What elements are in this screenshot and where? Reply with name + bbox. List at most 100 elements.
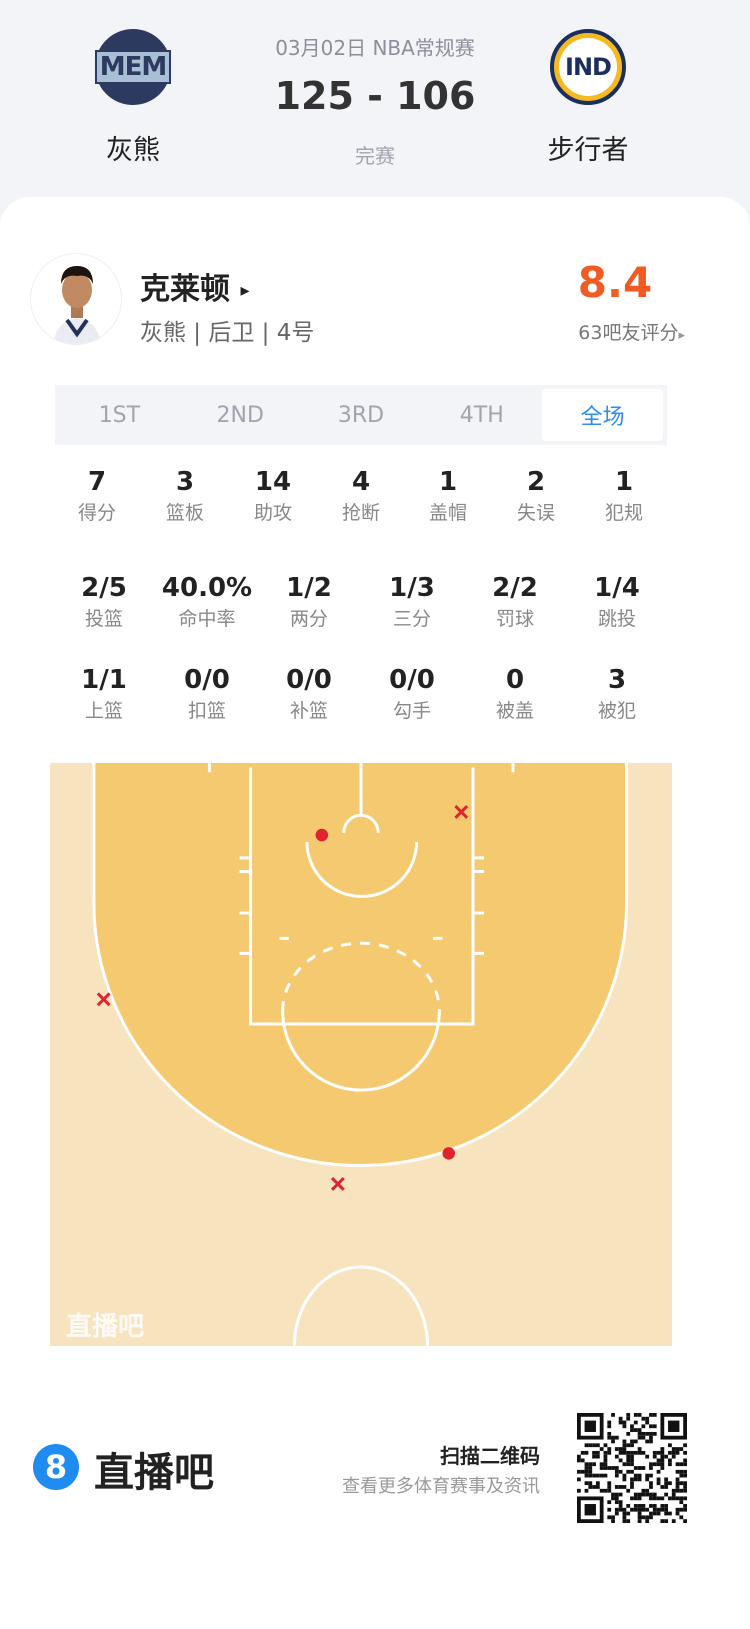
three-point-area <box>93 763 627 1166</box>
shot-miss-marker <box>455 806 467 818</box>
free-throw-circle <box>283 1011 440 1090</box>
stat-label: 勾手 <box>392 700 431 722</box>
stat-label: 被犯 <box>597 700 636 722</box>
stat-value: 2/2 <box>492 573 538 603</box>
stat-value: 1/3 <box>389 573 435 603</box>
stat-label: 盖帽 <box>428 502 467 524</box>
stat-row2-item: 2/5 投篮 <box>54 572 154 634</box>
stat-label: 犯规 <box>604 502 643 524</box>
stat-value: 2 <box>526 467 546 497</box>
stat-row2-item: 2/2 罚球 <box>465 572 565 634</box>
stat-label: 得分 <box>77 502 116 524</box>
stat-row1-item: 1 犯规 <box>574 466 674 528</box>
player-rating: 8.4 <box>577 258 653 307</box>
stat-value: 2/5 <box>81 573 127 603</box>
player-info: 灰熊 | 后卫 | 4号 <box>140 320 315 346</box>
stat-value: 0 <box>505 665 525 695</box>
home-team-name: 灰熊 <box>106 135 160 166</box>
shot-made-marker <box>442 1147 456 1160</box>
shot-miss-marker <box>98 993 110 1005</box>
stat-row2-item: 1/4 跳投 <box>567 572 667 634</box>
caret-right-icon: ▸ <box>678 328 685 343</box>
stat-value: 4 <box>351 467 371 497</box>
tab-full-game[interactable]: 全场 <box>542 389 663 441</box>
stat-value: 1 <box>438 467 458 497</box>
center-circle <box>294 1267 427 1346</box>
tab-4th[interactable]: 4TH <box>459 402 504 428</box>
stat-value: 7 <box>87 467 107 497</box>
tab-3rd[interactable]: 3RD <box>337 402 385 428</box>
shot-miss-marker <box>332 1178 344 1190</box>
brand-name: 直播吧 <box>94 1450 214 1496</box>
court-watermark: 直播吧 <box>66 1312 145 1342</box>
stat-row3-item: 0 被盖 <box>465 664 565 726</box>
lane-marks <box>240 858 484 954</box>
stat-row3-item: 3 被犯 <box>567 664 667 726</box>
tab-1st[interactable]: 1ST <box>98 402 141 428</box>
stat-label: 命中率 <box>178 608 236 630</box>
stat-value: 1/4 <box>594 573 640 603</box>
rating-label: 63吧友评分 <box>578 322 679 344</box>
player-name-link[interactable]: 克莱顿 ▸ <box>140 264 250 308</box>
stat-row1-item: 1 盖帽 <box>398 466 498 528</box>
stat-row2-item: 40.0% 命中率 <box>157 572 257 634</box>
stat-label: 补篮 <box>289 700 328 722</box>
stat-value: 3 <box>175 467 195 497</box>
brand-logo-icon: 8 <box>33 1444 79 1490</box>
match-status: 完赛 <box>355 144 395 168</box>
stat-row1-item: 3 篮板 <box>135 466 235 528</box>
stat-row1-item: 14 助攻 <box>223 466 323 528</box>
stat-value: 14 <box>254 467 292 497</box>
stat-value: 3 <box>607 665 627 695</box>
stat-label: 助攻 <box>253 502 292 524</box>
stat-row3-item: 0/0 补篮 <box>259 664 359 726</box>
stat-value: 1 <box>614 467 634 497</box>
stat-row2-item: 1/3 三分 <box>362 572 462 634</box>
stat-label: 跳投 <box>597 608 636 630</box>
away-team-name: 步行者 <box>547 135 629 166</box>
stat-label: 被盖 <box>495 700 534 722</box>
stat-row1-item: 4 抢断 <box>311 466 411 528</box>
rating-link[interactable]: 63吧友评分▸ <box>540 318 685 345</box>
stat-label: 抢断 <box>341 502 380 524</box>
player-name: 克莱顿 <box>140 272 230 307</box>
stat-label: 失误 <box>516 502 555 524</box>
lane <box>251 767 473 1024</box>
shot-chart <box>50 763 672 1346</box>
player-avatar[interactable] <box>30 253 122 345</box>
caret-right-icon: ▸ <box>240 280 250 301</box>
stat-value: 40.0% <box>161 573 253 603</box>
period-tabs: 1ST 2ND 3RD 4TH 全场 <box>55 385 667 445</box>
qr-code-icon[interactable] <box>577 1413 687 1523</box>
stat-label: 上篮 <box>84 700 123 722</box>
stat-row1-item: 2 失误 <box>486 466 586 528</box>
tab-2nd[interactable]: 2ND <box>216 402 264 428</box>
stat-row3-item: 0/0 扣篮 <box>157 664 257 726</box>
stat-label: 扣篮 <box>187 700 226 722</box>
stat-row1-item: 7 得分 <box>47 466 147 528</box>
hoop <box>344 815 378 833</box>
stat-value: 1/2 <box>286 573 332 603</box>
scan-qr-subtitle: 查看更多体育赛事及资讯 <box>342 1476 540 1497</box>
match-score: 125 - 106 <box>274 74 476 118</box>
stat-value: 0/0 <box>389 665 435 695</box>
home-team-logo[interactable]: MEM <box>95 29 171 105</box>
scan-qr-title: 扫描二维码 <box>440 1444 540 1468</box>
match-date-league: 03月02日 NBA常规赛 <box>275 36 475 60</box>
shot-made-marker <box>315 828 329 842</box>
stat-value: 0/0 <box>184 665 230 695</box>
stat-row2-item: 1/2 两分 <box>259 572 359 634</box>
stat-value: 1/1 <box>81 665 127 695</box>
stat-label: 投篮 <box>84 608 123 630</box>
stat-label: 三分 <box>392 608 431 630</box>
player-photo-icon <box>53 266 101 344</box>
stat-row3-item: 0/0 勾手 <box>362 664 462 726</box>
stat-value: 0/0 <box>286 665 332 695</box>
restricted-area <box>307 842 417 896</box>
stat-row3-item: 1/1 上篮 <box>54 664 154 726</box>
away-team-logo[interactable]: IND <box>550 29 626 105</box>
stat-label: 两分 <box>289 608 328 630</box>
stat-label: 篮板 <box>165 502 204 524</box>
free-throw-circle-dashed <box>283 943 440 1011</box>
three-point-line <box>94 763 627 1166</box>
